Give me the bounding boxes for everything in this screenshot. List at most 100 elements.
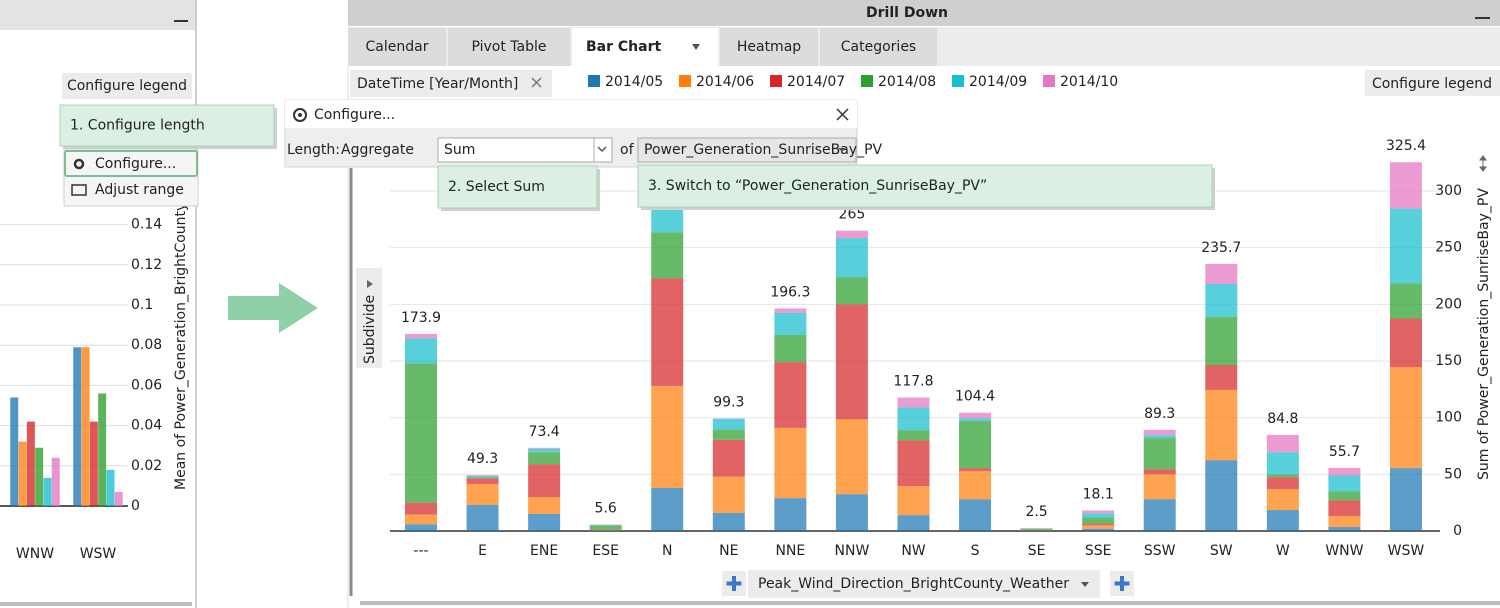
bar-segment	[466, 477, 499, 479]
y-tick-label: 100	[1435, 410, 1462, 426]
bar-segment	[466, 478, 499, 484]
total-label: 2.5	[1025, 504, 1047, 520]
legend-swatch	[770, 75, 782, 87]
bar-segment	[835, 419, 868, 495]
bar-segment	[959, 499, 992, 531]
bar-segment	[589, 529, 622, 531]
bar-segment	[712, 429, 745, 440]
bar	[73, 347, 82, 506]
x-tick-label: NNW	[835, 543, 870, 559]
bar-segment	[405, 514, 437, 525]
resize-icon	[1479, 155, 1487, 172]
bar-segment	[1266, 434, 1299, 453]
tab-label: Bar Chart	[586, 39, 661, 55]
bar-segment	[1266, 477, 1299, 490]
bar-segment	[712, 512, 745, 531]
field-label: Aggregate	[341, 142, 414, 158]
bar	[26, 421, 35, 506]
x-tick-label: WNW	[1325, 543, 1363, 559]
tab-label: Categories	[841, 39, 916, 55]
bar-segment	[1328, 467, 1361, 476]
total-label: 49.3	[467, 451, 498, 467]
callout-label: 1. Configure length	[70, 118, 205, 134]
bar-segment	[466, 476, 499, 478]
bar-segment	[1143, 429, 1176, 436]
field-select[interactable]	[637, 137, 857, 163]
y-tick-label: 0	[131, 498, 140, 514]
tab[interactable]	[820, 28, 937, 66]
legend-label: 2014/06	[696, 74, 754, 90]
y-tick-label: 0.1	[131, 297, 153, 313]
bar-segment	[1143, 438, 1176, 470]
bar-segment	[712, 439, 745, 477]
tab[interactable]	[572, 28, 718, 66]
bar-segment	[1389, 468, 1422, 531]
bar-segment	[1205, 263, 1238, 284]
legend-label: 2014/09	[969, 74, 1027, 90]
total-label: 117.8	[893, 373, 933, 389]
bar-segment	[405, 502, 437, 515]
transition-arrow	[228, 283, 318, 333]
x-field-dropdown[interactable]	[748, 570, 1100, 598]
bar-segment	[774, 427, 807, 499]
bar-segment	[1389, 208, 1422, 284]
bar-segment	[774, 312, 807, 335]
bar-segment	[528, 448, 561, 453]
bar-segment	[1082, 528, 1115, 531]
bar	[106, 469, 115, 506]
callout	[437, 165, 598, 209]
menu-item-highlight[interactable]	[64, 150, 198, 177]
x-tick-label: ENE	[530, 543, 558, 559]
tab[interactable]	[448, 28, 570, 66]
filter-chip[interactable]	[350, 70, 552, 97]
bar	[35, 447, 44, 506]
bar-segment	[528, 447, 561, 449]
callout-label: 3. Switch to “Power_Generation_SunriseBa…	[648, 178, 987, 194]
bar-segment	[897, 430, 930, 441]
dropdown-icon	[838, 148, 846, 152]
tab[interactable]	[348, 28, 446, 66]
bar-segment	[1328, 491, 1361, 501]
x-tick-label: NNE	[775, 543, 805, 559]
bar-segment	[1082, 525, 1115, 529]
x-tick-label: WSW	[80, 546, 117, 562]
legend-swatch	[679, 75, 691, 87]
configure-legend-button[interactable]	[62, 73, 192, 99]
tab-dropdown-icon	[692, 44, 700, 50]
bar-segment	[1020, 530, 1053, 531]
configure-legend-button[interactable]	[1365, 70, 1500, 96]
subdivide-label: Subdivide	[362, 295, 378, 364]
bar-segment	[1389, 283, 1422, 319]
x-tick-label: SSE	[1085, 543, 1112, 559]
total-label: 55.7	[1329, 444, 1360, 460]
bar-segment	[466, 475, 499, 477]
bar-segment	[1389, 162, 1422, 209]
tab[interactable]	[720, 28, 818, 66]
total-label: 196.3	[770, 285, 810, 301]
dropdown-icon	[1081, 582, 1089, 587]
bar-segment	[835, 494, 868, 531]
bar-segment	[466, 504, 499, 531]
bar-segment	[651, 385, 684, 488]
y-tick-label: 0.06	[131, 377, 162, 393]
total-label: 5.6	[595, 501, 617, 517]
tab-label: Heatmap	[737, 39, 801, 55]
subdivide-icon	[367, 280, 373, 288]
bar-segment	[1328, 500, 1361, 517]
total-label: 89.3	[1144, 406, 1175, 422]
bar	[114, 491, 123, 506]
bar-segment	[774, 362, 807, 428]
x-tick-label: ESE	[592, 543, 619, 559]
y-tick-label: 0.12	[131, 257, 162, 273]
x-tick-label: SSW	[1144, 543, 1176, 559]
bar-segment	[651, 487, 684, 531]
callout	[637, 164, 1213, 208]
field-label: of	[620, 142, 635, 158]
callout	[59, 104, 275, 147]
x-tick-label: SW	[1210, 543, 1233, 559]
bar-segment	[897, 397, 930, 408]
total-label: 73.4	[529, 424, 560, 440]
bar-segment	[959, 470, 992, 500]
y-tick-label: 0.14	[131, 217, 162, 233]
aggregate-select[interactable]	[437, 137, 613, 163]
